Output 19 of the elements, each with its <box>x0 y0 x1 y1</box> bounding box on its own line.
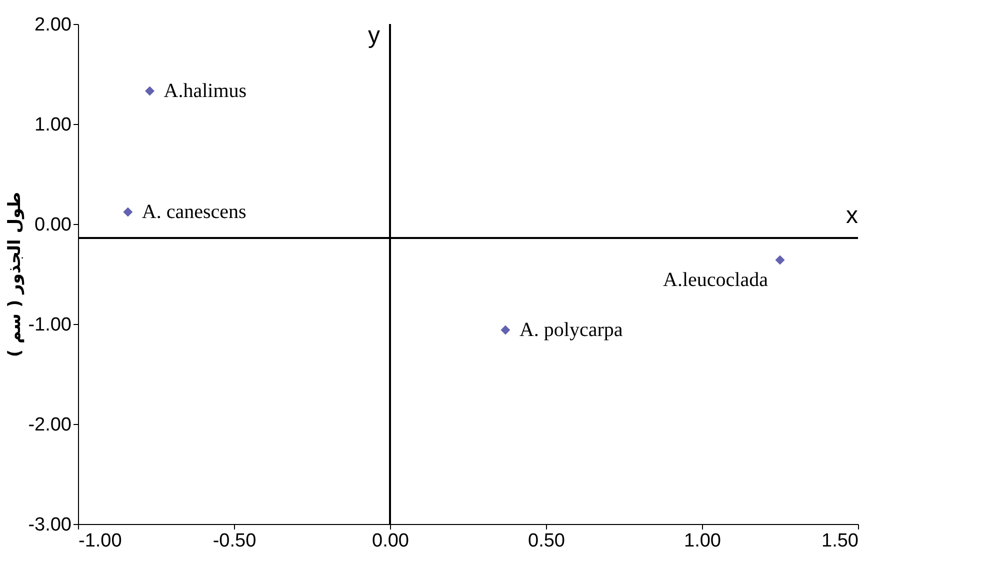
x-tick-label: 0.00 <box>372 530 409 552</box>
x-tick-label: -1.00 <box>78 530 122 552</box>
x-tick-label: 1.50 <box>822 530 858 552</box>
y-tick-label: 0.00 <box>34 214 72 236</box>
y-tick-label: -3.00 <box>28 514 72 536</box>
annotation: A. polycarpa <box>519 319 623 341</box>
annotation: A.halimus <box>164 80 247 102</box>
x-tick-label: 1.00 <box>684 530 721 552</box>
ref-line-label: x <box>846 202 858 229</box>
y-tick-label: 2.00 <box>34 14 72 36</box>
y-tick-label: -1.00 <box>28 314 72 336</box>
y-axis-title: طول الجذور ( سم ) <box>5 192 26 358</box>
annotation: A.leucoclada <box>663 269 768 291</box>
annotation: A. canescens <box>142 201 247 223</box>
y-tick-label: -2.00 <box>28 414 72 436</box>
ref-line-label: y <box>368 22 380 49</box>
x-tick-label: 0.50 <box>528 530 565 552</box>
x-tick-label: -0.50 <box>212 530 256 552</box>
y-tick-label: 1.00 <box>34 114 72 136</box>
